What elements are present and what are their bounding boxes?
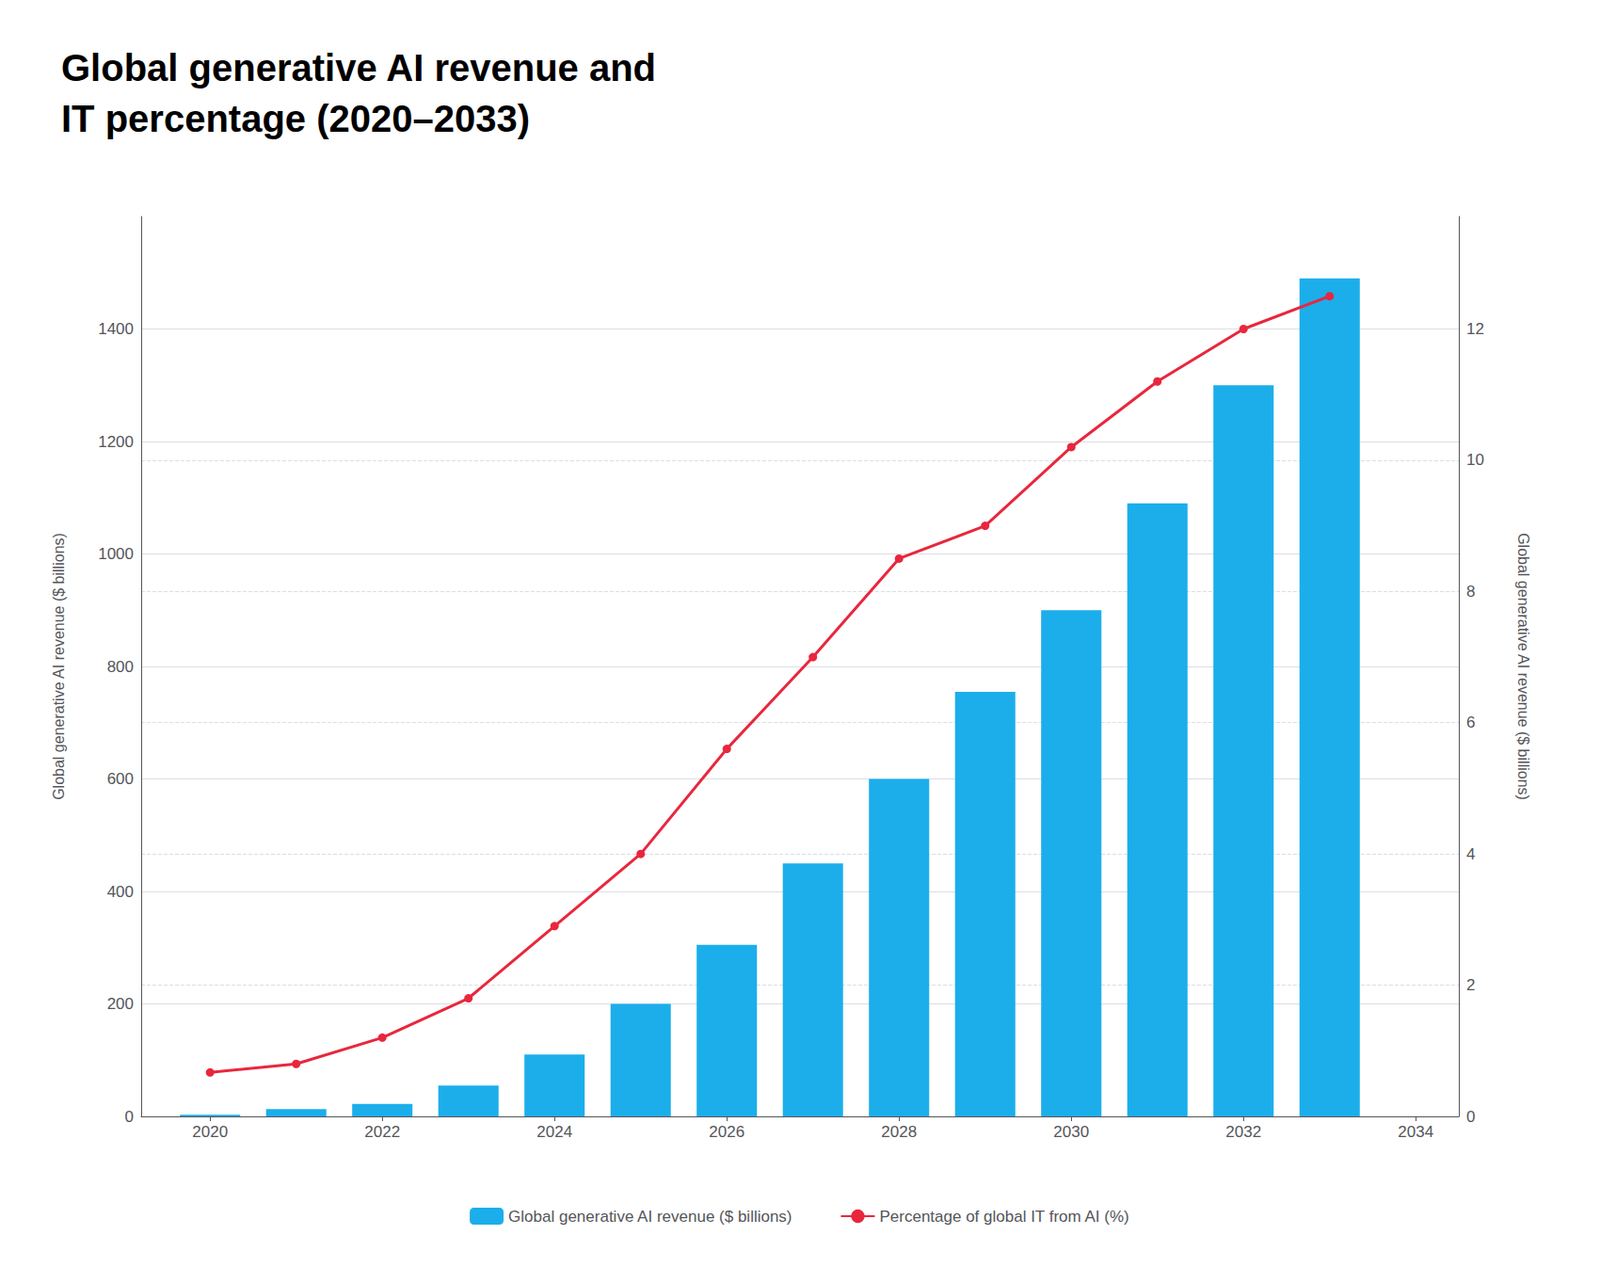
svg-text:IT percentage (2020–2033): IT percentage (2020–2033) — [61, 97, 530, 140]
svg-text:8: 8 — [1466, 582, 1475, 601]
svg-text:Percentage of global IT from A: Percentage of global IT from AI (%) — [879, 1207, 1129, 1226]
svg-text:600: 600 — [107, 769, 134, 788]
svg-text:Global generative AI revenue (: Global generative AI revenue ($ billions… — [1515, 532, 1532, 800]
svg-text:2024: 2024 — [536, 1122, 573, 1141]
svg-text:2: 2 — [1466, 976, 1475, 994]
svg-text:800: 800 — [107, 657, 134, 676]
svg-text:Global generative AI revenue a: Global generative AI revenue and — [61, 47, 656, 89]
svg-text:0: 0 — [125, 1107, 134, 1126]
svg-text:6: 6 — [1466, 713, 1475, 732]
svg-text:1000: 1000 — [97, 544, 134, 563]
svg-text:2030: 2030 — [1053, 1122, 1089, 1141]
svg-text:2022: 2022 — [364, 1122, 400, 1141]
svg-text:2034: 2034 — [1397, 1122, 1434, 1141]
svg-text:2028: 2028 — [880, 1122, 917, 1141]
svg-text:Global generative AI revenue (: Global generative AI revenue ($ billions… — [508, 1207, 792, 1226]
svg-text:Global generative AI revenue (: Global generative AI revenue ($ billions… — [50, 532, 67, 800]
svg-text:0: 0 — [1466, 1107, 1475, 1126]
svg-text:2020: 2020 — [192, 1122, 228, 1141]
svg-text:4: 4 — [1466, 845, 1475, 864]
svg-text:2026: 2026 — [708, 1122, 745, 1141]
svg-text:2032: 2032 — [1225, 1122, 1262, 1141]
svg-text:12: 12 — [1466, 320, 1485, 338]
svg-text:1400: 1400 — [97, 320, 134, 338]
svg-text:200: 200 — [107, 994, 134, 1013]
svg-text:1200: 1200 — [97, 432, 134, 451]
svg-text:10: 10 — [1466, 450, 1485, 469]
svg-text:400: 400 — [107, 882, 134, 901]
